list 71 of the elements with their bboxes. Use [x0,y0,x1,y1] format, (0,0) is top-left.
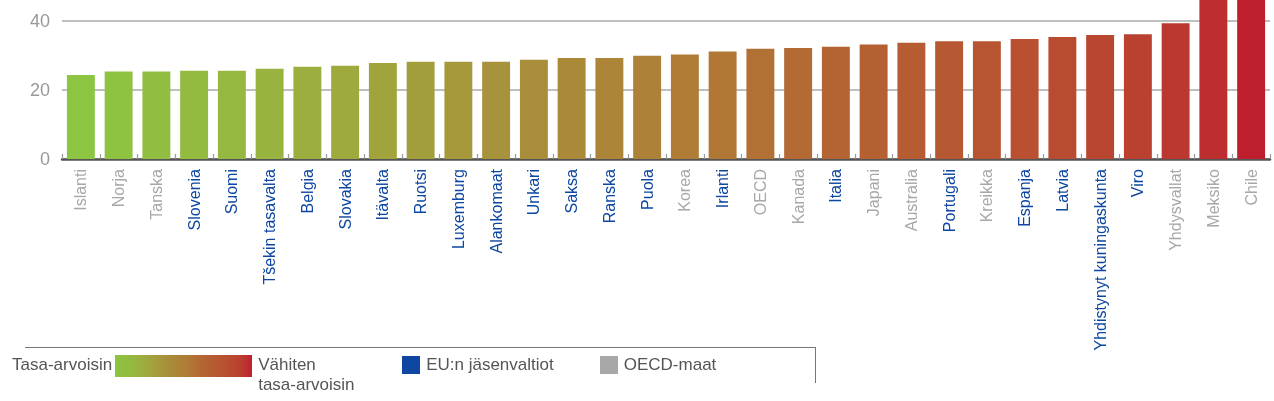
text: EU:n jäsenvaltiot [426,355,554,375]
bar [708,51,737,159]
bar [368,62,397,159]
x-tick-label: Belgia [298,168,316,214]
bar [180,70,209,159]
y-tick-label: 0 [39,149,50,169]
x-tick-label: Itävalta [374,168,392,221]
x-tick-label: Unkari [525,169,543,216]
bar [784,48,813,159]
x-tick-label: Slovakia [336,168,354,230]
x-tick-label: Norja [110,168,128,208]
bar [217,70,246,159]
x-tick-label: Irlanti [714,169,732,209]
bar [1199,0,1228,159]
x-tick-label: Ranska [600,168,618,224]
x-tick-label: Ruotsi [412,169,430,215]
bar [1010,39,1039,159]
x-tick-label: OECD [751,169,769,216]
x-tick-label: Islanti [72,169,90,211]
x-tick-label: Kreikka [978,168,996,223]
bar [142,71,171,159]
x-tick-label: Tanska [147,168,165,220]
bar [1086,34,1115,159]
x-tick-label: Viro [1129,168,1147,198]
x-tick-label: Meksiko [1204,168,1222,228]
bar [293,66,322,159]
bar [331,65,360,159]
bar [897,42,926,159]
bar [255,68,284,159]
x-tick-label: Luxemburg [449,169,467,250]
bar [519,59,548,159]
x-tick-label: Slovenia [185,168,203,231]
text: OECD-maat [623,355,717,375]
bar [859,44,888,159]
bar [104,71,133,159]
y-tick-label: 40 [29,10,50,31]
bar [670,54,699,159]
x-tick-label: Puola [638,168,656,210]
bar [444,61,473,159]
bar [1161,23,1190,159]
x-tick-label: Italia [827,168,845,203]
bar [972,41,1001,159]
x-tick-label: Yhdistynyt kuningaskunta [1091,168,1109,351]
y-tick-label: 20 [29,79,50,100]
bar [1048,36,1077,159]
bar [482,61,511,159]
x-tick-label: Kanada [789,168,807,225]
x-tick-label: Alankomaat [487,168,505,254]
bar [746,48,775,159]
x-tick-label: Latvia [1053,168,1071,212]
text: Vähiten tasa-arvoisin [258,355,355,394]
x-tick-label: Tšekin tasavalta [261,168,279,285]
x-tick-label: Yhdysvallat [1167,168,1185,251]
x-tick-label: Australia [902,168,920,232]
bar [406,61,435,159]
bar [66,75,95,159]
x-tick-label: Espanja [1016,168,1034,227]
bar [1237,0,1266,159]
bar [821,46,850,159]
bar [1123,34,1152,159]
x-tick-label: Chile [1242,168,1260,206]
x-tick-label: Japani [865,169,883,217]
x-tick-label: Korea [676,168,694,212]
x-tick-label: Suomi [223,169,241,215]
bar [595,58,624,159]
text: Tasa-arvoisin [12,355,113,375]
x-tick-label: Saksa [563,168,581,214]
x-tick-label: Portugali [940,169,958,233]
bar [557,58,586,159]
bar [935,41,964,159]
bar [633,55,662,159]
